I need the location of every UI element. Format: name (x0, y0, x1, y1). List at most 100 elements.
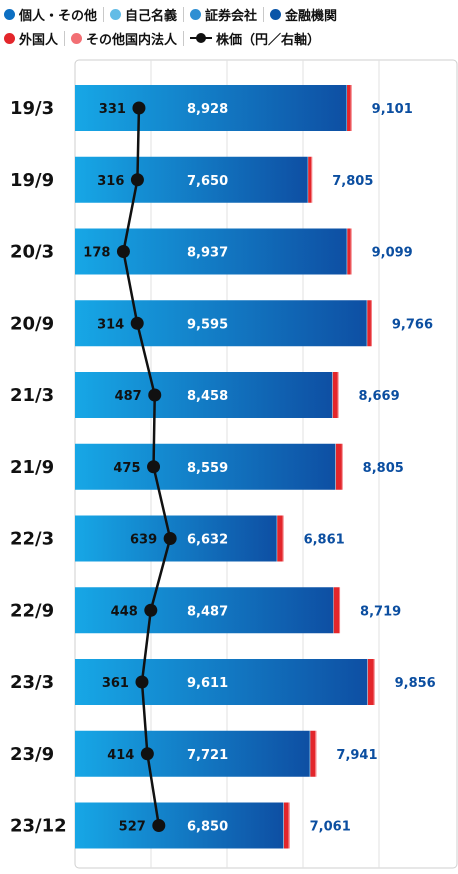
legend: 個人・その他 自己名義 証券会社 金融機関 外国人 その他国内法人 (4, 2, 458, 50)
individual-value-label: 8,928 (187, 102, 228, 117)
category-label: 20/9 (10, 313, 54, 334)
legend-divider (103, 6, 105, 22)
bar-self-owned (335, 443, 336, 490)
category-label: 19/9 (10, 170, 54, 191)
bar-foreign (277, 515, 283, 562)
bar-self-owned (309, 730, 311, 777)
bar-other-domestic (339, 587, 341, 634)
stock-price-label: 527 (119, 820, 146, 835)
legend-label-stock-price: 株価（円／右軸） (216, 32, 321, 48)
legend-label-self-owned: 自己名義 (125, 8, 178, 24)
category-label: 23/3 (10, 672, 54, 693)
total-value-label: 6,861 (304, 533, 345, 548)
legend-swatch-other-domestic (71, 32, 83, 44)
stock-price-label: 178 (83, 246, 110, 261)
category-label: 23/12 (10, 816, 67, 837)
legend-divider (183, 6, 185, 22)
legend-label-financial: 金融機関 (285, 8, 338, 24)
total-value-label: 7,805 (332, 174, 373, 189)
category-label: 23/9 (10, 744, 54, 765)
bar-other-domestic (341, 443, 343, 490)
legend-item-individual: 個人・その他 (4, 5, 97, 24)
total-value-label: 8,719 (360, 604, 401, 619)
stock-price-point (130, 316, 144, 330)
stock-price-point (148, 388, 162, 402)
stock-price-label: 331 (99, 102, 126, 117)
stock-price-point (163, 532, 177, 545)
category-label: 21/9 (10, 457, 54, 478)
bar-foreign (308, 156, 312, 203)
bar-individual (75, 85, 347, 131)
legend-swatch-financial (270, 8, 282, 20)
bar-other-domestic (370, 300, 372, 347)
legend-item-financial: 金融機関 (270, 5, 337, 24)
total-value-label: 7,061 (310, 820, 351, 835)
individual-value-label: 8,487 (187, 604, 228, 619)
bar-foreign (347, 85, 351, 131)
bar-foreign (283, 802, 289, 849)
total-value-label: 8,669 (359, 389, 400, 404)
legend-item-foreign: 外国人 (4, 29, 58, 48)
bar-self-owned (332, 372, 333, 418)
legend-divider (183, 30, 185, 46)
bar-other-domestic (311, 156, 313, 203)
stock-price-label: 314 (97, 317, 124, 332)
bar-individual (75, 443, 336, 490)
stock-price-point (147, 460, 161, 474)
bar-foreign (333, 587, 340, 634)
stock-price-label: 448 (111, 604, 138, 619)
legend-row-2: 外国人 その他国内法人 株価（円／右軸） (4, 26, 458, 50)
stock-price-label: 361 (102, 676, 129, 691)
legend-label-securities: 証券会社 (205, 8, 258, 24)
legend-label-other-domestic: その他国内法人 (86, 32, 178, 48)
individual-value-label: 7,650 (187, 174, 228, 189)
legend-swatch-individual (4, 8, 15, 20)
bar-self-owned (367, 659, 368, 705)
bar-individual (75, 300, 367, 347)
legend-item-other-domestic: その他国内法人 (71, 29, 177, 48)
total-value-label: 9,856 (395, 676, 436, 691)
category-label: 21/3 (10, 385, 54, 406)
legend-divider (263, 6, 265, 22)
category-label: 20/3 (10, 242, 54, 263)
bar-individual (75, 156, 308, 203)
legend-label-individual: 個人・その他 (19, 8, 98, 24)
bar-foreign (367, 659, 374, 705)
stock-price-label: 487 (115, 389, 142, 404)
individual-value-label: 6,632 (187, 533, 228, 548)
category-label: 19/3 (10, 98, 54, 119)
legend-row-1: 個人・その他 自己名義 証券会社 金融機関 (4, 2, 458, 26)
bar-other-domestic (288, 802, 290, 849)
bar-other-domestic (350, 85, 352, 131)
individual-value-label: 8,559 (187, 461, 228, 476)
bar-other-domestic (337, 372, 339, 418)
stock-price-point (140, 747, 154, 761)
legend-label-foreign: 外国人 (19, 32, 59, 48)
bar-self-owned (307, 156, 309, 203)
bar-individual (75, 730, 310, 777)
bar-self-owned (333, 587, 334, 634)
legend-swatch-self-owned (110, 8, 122, 20)
bar-self-owned (346, 228, 348, 275)
bar-individual (75, 587, 334, 634)
total-value-label: 9,101 (372, 102, 413, 117)
bar-foreign (310, 730, 316, 777)
total-value-label: 8,805 (363, 461, 404, 476)
legend-item-self-owned: 自己名義 (110, 5, 177, 24)
total-value-label: 9,766 (392, 317, 433, 332)
category-label: 22/3 (10, 529, 54, 550)
bar-individual (75, 802, 284, 849)
stock-price-point (152, 819, 166, 832)
legend-item-stock-price: 株価（円／右軸） (190, 29, 320, 48)
individual-value-label: 9,595 (187, 317, 228, 332)
bar-self-owned (283, 802, 284, 849)
bar-foreign (367, 300, 371, 347)
stock-price-point (144, 603, 158, 617)
bar-self-owned (366, 300, 368, 347)
stock-price-point (135, 675, 149, 689)
legend-item-securities: 証券会社 (190, 5, 257, 24)
bar-self-owned (346, 85, 348, 131)
individual-value-label: 9,611 (187, 676, 228, 691)
individual-value-label: 8,458 (187, 389, 228, 404)
